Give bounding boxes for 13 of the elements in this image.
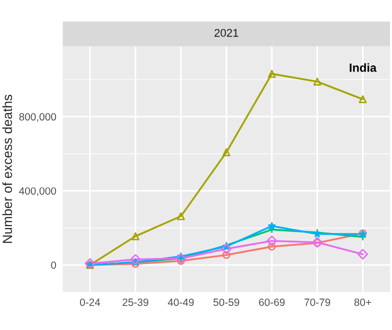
- x-tick-label: 50-59: [213, 298, 240, 306]
- x-tick-label: 60-69: [259, 298, 285, 306]
- chart-subtitle: 2021: [214, 28, 238, 37]
- x-tick-label: 25-39: [122, 298, 148, 306]
- y-tick-label: 400,000: [19, 187, 56, 196]
- series-label: India: [350, 63, 377, 72]
- x-tick-label: 40-49: [168, 298, 194, 306]
- x-tick-label: 80+: [354, 298, 372, 306]
- x-tick-label: 70-79: [304, 298, 330, 306]
- y-tick-label: 0: [51, 261, 56, 269]
- y-tick-label: 800,000: [19, 113, 56, 122]
- x-tick-label: 0-24: [80, 298, 100, 306]
- y-axis-title: Number of excess deaths: [2, 94, 12, 243]
